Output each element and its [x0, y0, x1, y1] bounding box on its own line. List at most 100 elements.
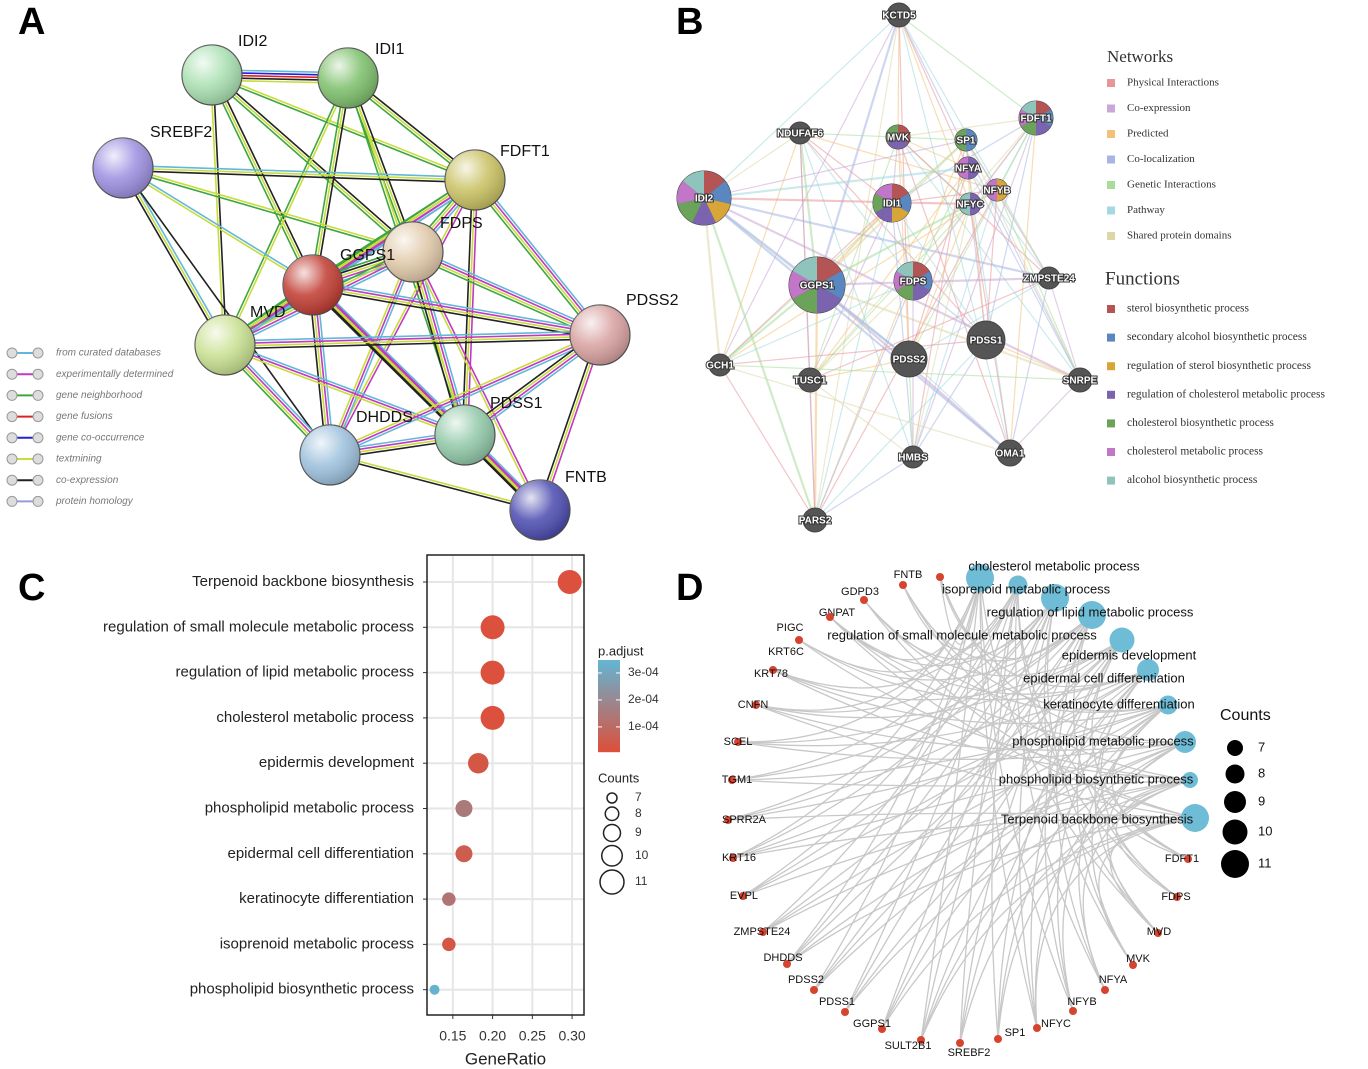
- edge: [703, 139, 967, 199]
- category-node: [1008, 575, 1028, 595]
- edge: [898, 14, 1037, 119]
- legend-dot: [6, 347, 18, 359]
- edge: [330, 336, 602, 459]
- edge: [309, 77, 347, 285]
- y-tick-label: regulation of lipid metabolic process: [176, 664, 414, 681]
- edge: [123, 166, 315, 285]
- edge: [1062, 741, 1186, 1012]
- edge: [798, 639, 1191, 781]
- node-label: GCH1: [706, 361, 734, 372]
- edge: [967, 167, 1081, 381]
- edge: [979, 577, 1159, 934]
- legend-dot: [32, 474, 44, 486]
- colorbar-step: [598, 660, 620, 663]
- pie-wedge: [986, 179, 997, 201]
- gene-label: SCEL: [724, 736, 753, 748]
- edge: [310, 286, 539, 513]
- colorbar-step: [598, 670, 620, 673]
- gene-label: FDFT1: [1165, 853, 1199, 865]
- pie-wedge: [792, 285, 817, 313]
- edge: [1076, 639, 1134, 966]
- colorbar-step: [598, 750, 620, 753]
- edge: [731, 584, 1019, 781]
- gene-node: [878, 1025, 886, 1033]
- size-key: [604, 806, 620, 822]
- edge: [809, 280, 914, 381]
- legend-swatch: [1107, 333, 1115, 342]
- node-label: PDSS1: [490, 395, 543, 412]
- node-label: NDUFAF6: [777, 129, 824, 140]
- node-label: HMBS: [898, 453, 928, 464]
- category-node: [1109, 627, 1135, 653]
- pie-wedge: [970, 193, 981, 215]
- pie-wedge: [997, 179, 1008, 201]
- legend-dot: [32, 453, 44, 465]
- legend-dot: [6, 368, 18, 380]
- edge: [813, 284, 819, 521]
- node-label: FDFT1: [1020, 114, 1052, 125]
- node-label: FNTB: [565, 469, 607, 486]
- edge: [313, 280, 601, 332]
- legend-label: cholesterol metabolic process: [1127, 446, 1264, 458]
- edge: [330, 452, 541, 510]
- colorbar-step: [598, 740, 620, 743]
- pie-wedge: [1036, 101, 1051, 118]
- edge: [979, 577, 1074, 1012]
- legend-title: Functions: [1105, 268, 1180, 289]
- pie-wedge: [913, 262, 930, 281]
- node-label: NFYC: [956, 200, 983, 211]
- pie-wedge: [792, 257, 817, 285]
- edge: [816, 276, 1050, 287]
- legend-label: Predicted: [1127, 128, 1169, 140]
- gene-label: GGPS1: [853, 1018, 891, 1030]
- protein-node-shine: [510, 480, 570, 540]
- panel-label: C: [18, 567, 45, 609]
- edge: [122, 167, 476, 181]
- edge: [719, 139, 967, 366]
- colorbar-step: [598, 718, 620, 721]
- y-tick-label: epidermal cell differentiation: [228, 845, 415, 862]
- dot: [442, 892, 456, 906]
- colorbar-step: [598, 724, 620, 727]
- edge: [314, 78, 352, 286]
- edge: [208, 75, 312, 287]
- colorbar-step: [598, 736, 620, 739]
- legend-dot: [32, 389, 44, 401]
- edge: [212, 73, 476, 180]
- edge: [122, 169, 475, 184]
- pie-wedge: [677, 181, 704, 205]
- panel-label: B: [676, 1, 703, 43]
- node-label: GGPS1: [800, 281, 835, 292]
- edges: [120, 14, 1196, 1044]
- edge: [912, 339, 987, 458]
- edge: [809, 379, 816, 521]
- protein-node-shine: [182, 45, 242, 105]
- colorbar-step: [598, 744, 620, 747]
- legend-dot: [32, 347, 44, 359]
- edge: [1035, 817, 1196, 1029]
- edge: [1018, 597, 1056, 1029]
- edge: [473, 180, 600, 337]
- edge: [1100, 669, 1178, 898]
- colorbar-step: [598, 668, 620, 671]
- node-label: PARS2: [799, 516, 832, 527]
- gene-label: CNFN: [738, 699, 769, 711]
- panel-label: A: [18, 1, 45, 43]
- category-node: [1137, 659, 1159, 681]
- colorbar-step: [598, 700, 620, 703]
- y-tick-label: regulation of small molecule metabolic p…: [103, 618, 414, 635]
- category-node: [1041, 584, 1069, 612]
- edge: [224, 344, 466, 436]
- edge: [737, 614, 1093, 744]
- edge: [991, 584, 1019, 1040]
- foreground: IDI2 IDI1 SREBF2 FDFT1 FDPS GGPS1 MVD PDSS2 DHDD…: [6, 2, 1326, 1068]
- category-node: [966, 564, 994, 592]
- legend-swatch: [1107, 476, 1115, 485]
- pie-wedge: [704, 198, 731, 223]
- edge: [814, 456, 914, 521]
- y-tick-label: keratinocyte differentiation: [239, 890, 414, 907]
- pie-wedge: [957, 157, 968, 179]
- gene-node: [783, 960, 791, 968]
- edge: [123, 165, 414, 252]
- edge: [844, 584, 1019, 1013]
